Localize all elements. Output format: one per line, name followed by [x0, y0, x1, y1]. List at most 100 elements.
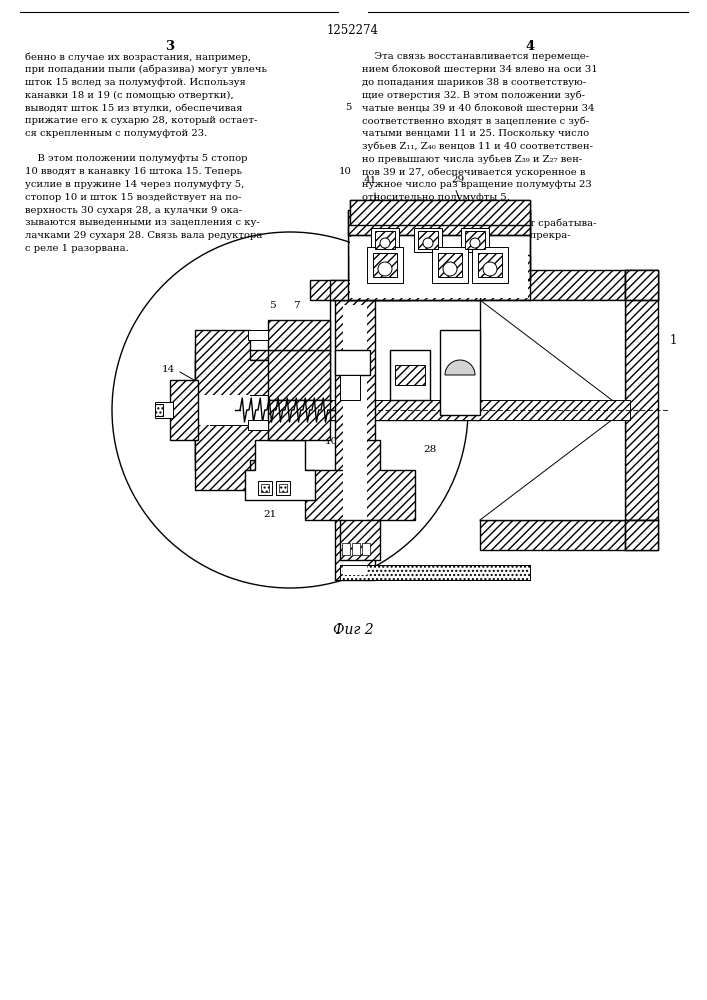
Bar	[465, 231, 485, 249]
Polygon shape	[248, 330, 268, 340]
Bar	[371, 228, 399, 252]
Text: 10: 10	[339, 167, 352, 176]
Bar	[367, 247, 403, 283]
Bar	[432, 247, 468, 283]
Text: нием блоковой шестерни 34 влево на оси 31: нием блоковой шестерни 34 влево на оси 3…	[362, 65, 597, 74]
Text: усилие в пружине 14 через полумуфту 5,: усилие в пружине 14 через полумуфту 5,	[25, 180, 245, 189]
Polygon shape	[340, 520, 380, 560]
Text: Фиг 2: Фиг 2	[333, 623, 373, 637]
Polygon shape	[195, 330, 270, 490]
Text: 3: 3	[165, 40, 175, 53]
Text: при попадании пыли (абразива) могут увлечь: при попадании пыли (абразива) могут увле…	[25, 65, 267, 74]
Polygon shape	[440, 330, 480, 415]
Polygon shape	[480, 520, 658, 550]
Polygon shape	[245, 440, 315, 500]
Text: нужное число раз вращение полумуфты 23: нужное число раз вращение полумуфты 23	[362, 180, 592, 189]
Circle shape	[470, 238, 480, 248]
Polygon shape	[348, 210, 530, 235]
Polygon shape	[350, 200, 530, 280]
Text: прижатие его к сухарю 28, который остает-: прижатие его к сухарю 28, который остает…	[25, 116, 257, 125]
Text: цов 39 и 27, обеспечивается ускоренное в: цов 39 и 27, обеспечивается ускоренное в	[362, 167, 585, 177]
Polygon shape	[335, 300, 375, 580]
Polygon shape	[480, 270, 658, 300]
Bar	[197, 395, 250, 425]
Bar	[414, 228, 442, 252]
Polygon shape	[248, 420, 268, 430]
Circle shape	[483, 262, 497, 276]
Polygon shape	[310, 280, 410, 300]
Text: относительно полумуфты 5.: относительно полумуфты 5.	[362, 193, 510, 202]
Text: выводят шток 15 из втулки, обеспечивая: выводят шток 15 из втулки, обеспечивая	[25, 103, 243, 113]
Polygon shape	[625, 270, 658, 520]
Bar	[155, 402, 173, 418]
Polygon shape	[445, 360, 475, 375]
Polygon shape	[330, 280, 480, 300]
Polygon shape	[335, 350, 370, 375]
Bar	[350, 237, 528, 298]
Text: 5: 5	[346, 103, 352, 112]
Polygon shape	[350, 255, 530, 280]
Polygon shape	[340, 375, 360, 400]
Polygon shape	[195, 350, 290, 470]
Bar	[438, 253, 462, 277]
Bar	[155, 404, 163, 416]
Polygon shape	[625, 270, 658, 300]
Circle shape	[380, 238, 390, 248]
Polygon shape	[350, 200, 530, 225]
Text: При этой скорости проверяют срабатыва-: При этой скорости проверяют срабатыва-	[362, 218, 597, 228]
Polygon shape	[268, 320, 330, 350]
Bar	[480, 300, 625, 520]
Text: бенно в случае их возрастания, например,: бенно в случае их возрастания, например,	[25, 52, 251, 62]
Bar	[352, 543, 360, 555]
Bar	[261, 484, 269, 492]
Text: Эта связь восстанавливается перемеще-: Эта связь восстанавливается перемеще-	[362, 52, 589, 61]
Bar	[373, 253, 397, 277]
Text: верхность 30 сухаря 28, а кулачки 9 ока-: верхность 30 сухаря 28, а кулачки 9 ока-	[25, 206, 242, 215]
Circle shape	[423, 238, 433, 248]
Circle shape	[378, 262, 392, 276]
Text: но превышают числа зубьев Z₃₉ и Z₂₇ вен-: но превышают числа зубьев Z₃₉ и Z₂₇ вен-	[362, 154, 583, 164]
Polygon shape	[305, 440, 415, 520]
Text: щению работы устройства.: щению работы устройства.	[362, 244, 506, 253]
Text: 21: 21	[264, 510, 276, 519]
Text: соответственно входят в зацепление с зуб-: соответственно входят в зацепление с зуб…	[362, 116, 589, 125]
Polygon shape	[395, 365, 425, 385]
Text: ние реле 1, о котором судят по прекра-: ние реле 1, о котором судят по прекра-	[362, 231, 571, 240]
Text: 29: 29	[451, 175, 464, 184]
Text: 4: 4	[525, 40, 534, 53]
Bar	[258, 481, 272, 495]
Text: 10 вводят в канавку 16 штока 15. Теперь: 10 вводят в канавку 16 штока 15. Теперь	[25, 167, 242, 176]
Text: ся скрепленным с полумуфтой 23.: ся скрепленным с полумуфтой 23.	[25, 129, 207, 138]
Bar	[276, 481, 290, 495]
Polygon shape	[195, 360, 290, 460]
Text: 5: 5	[269, 301, 275, 310]
Text: 1252274: 1252274	[327, 24, 379, 37]
Bar	[200, 400, 630, 420]
Text: 15: 15	[328, 510, 341, 519]
Text: с реле 1 разорвана.: с реле 1 разорвана.	[25, 244, 129, 253]
Text: лачками 29 сухаря 28. Связь вала редуктора: лачками 29 сухаря 28. Связь вала редукто…	[25, 231, 262, 240]
Text: В этом положении полумуфты 5 стопор: В этом положении полумуфты 5 стопор	[25, 154, 247, 163]
Polygon shape	[340, 565, 530, 580]
Text: стопор 10 и шток 15 воздействует на по-: стопор 10 и шток 15 воздействует на по-	[25, 193, 241, 202]
Bar	[210, 395, 290, 425]
Text: зубьев Z₁₁, Z₄₀ венцов 11 и 40 соответствен-: зубьев Z₁₁, Z₄₀ венцов 11 и 40 соответст…	[362, 142, 593, 151]
Text: чатыми венцами 11 и 25. Поскольку число: чатыми венцами 11 и 25. Поскольку число	[362, 129, 589, 138]
Bar	[342, 543, 350, 555]
Text: зываются выведенными из зацепления с ку-: зываются выведенными из зацепления с ку-	[25, 218, 259, 227]
Text: 41: 41	[363, 176, 377, 185]
Polygon shape	[330, 300, 480, 420]
Bar	[362, 543, 370, 555]
Polygon shape	[268, 350, 330, 400]
Text: чатые венцы 39 и 40 блоковой шестерни 34: чатые венцы 39 и 40 блоковой шестерни 34	[362, 103, 595, 113]
Text: щие отверстия 32. В этом положении зуб-: щие отверстия 32. В этом положении зуб-	[362, 90, 585, 100]
Bar	[375, 231, 395, 249]
Polygon shape	[625, 520, 658, 550]
Bar	[200, 395, 280, 425]
Text: 7: 7	[293, 301, 299, 310]
Polygon shape	[170, 380, 198, 440]
Text: 28: 28	[423, 445, 437, 454]
Text: 14: 14	[162, 365, 175, 374]
Bar	[418, 231, 438, 249]
Bar	[472, 247, 508, 283]
